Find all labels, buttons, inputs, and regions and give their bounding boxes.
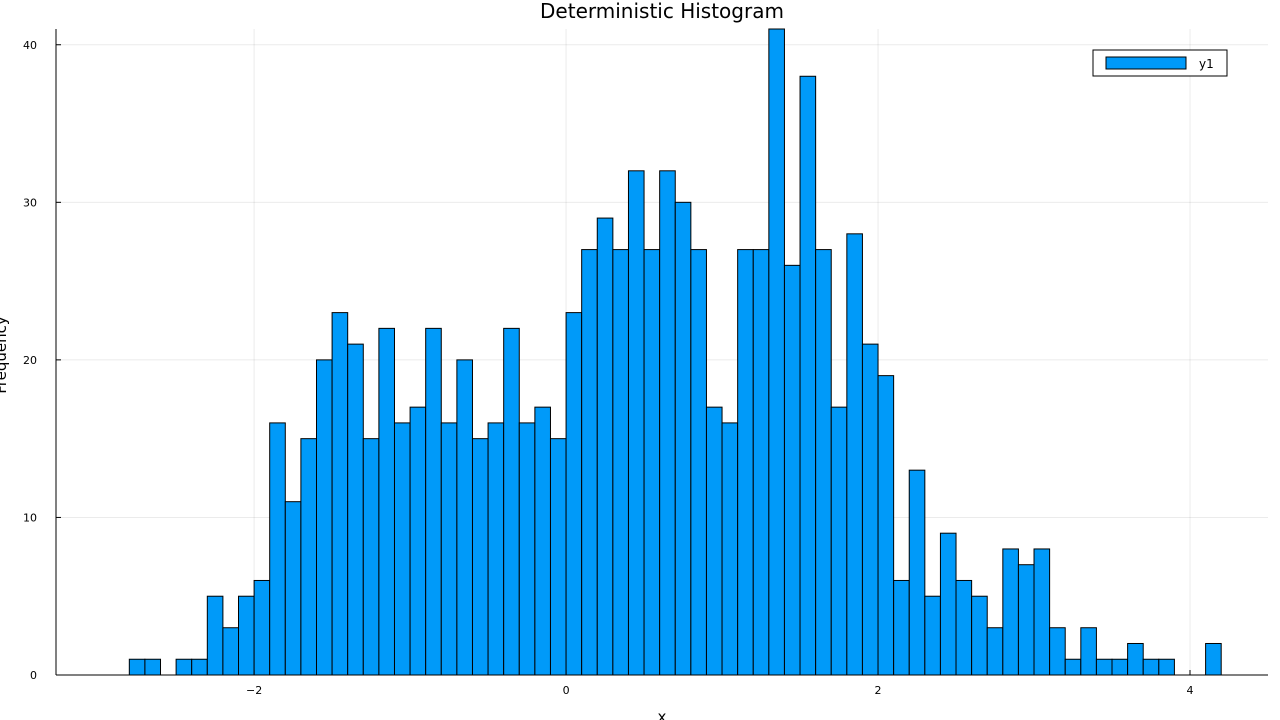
legend-swatch [1105, 56, 1187, 70]
histogram-bar [846, 233, 863, 676]
histogram-bar [300, 438, 317, 676]
histogram-bar [939, 532, 957, 676]
histogram-bar [1111, 658, 1129, 676]
histogram-bar [238, 595, 255, 676]
histogram-bar [783, 264, 801, 676]
histogram-bar [737, 249, 754, 676]
histogram-bar [549, 438, 567, 676]
chart-title: Deterministic Histogram [540, 0, 784, 23]
histogram-bar [1002, 548, 1019, 676]
histogram-bar [331, 312, 349, 676]
histogram-bar [674, 201, 692, 676]
histogram-bar [315, 359, 333, 676]
x-tick-label: −2 [246, 684, 262, 697]
histogram-bar [1127, 642, 1144, 676]
y-tick-label: 0 [30, 669, 37, 682]
histogram-bar [378, 327, 395, 676]
y-tick-label: 20 [23, 354, 37, 367]
histogram-bar [518, 422, 536, 676]
histogram-bar [144, 658, 162, 676]
histogram-bar [191, 658, 208, 676]
histogram-bar [768, 28, 785, 676]
histogram-bar [440, 422, 458, 676]
bars-layer [128, 28, 1222, 676]
x-tick-label: 4 [1187, 684, 1194, 697]
histogram-bar [362, 438, 380, 676]
histogram-bar [986, 627, 1004, 676]
histogram-bar [643, 249, 661, 676]
histogram-bar [815, 249, 832, 676]
histogram-bar [581, 249, 598, 676]
histogram-bar [893, 579, 910, 676]
y-tick-label: 10 [23, 511, 37, 524]
x-tick-label: 2 [875, 684, 882, 697]
histogram-bar [565, 312, 583, 676]
histogram-bar [1080, 627, 1097, 676]
histogram-bar [596, 217, 614, 676]
histogram-bar [269, 422, 286, 676]
x-axis-label: x [658, 708, 667, 720]
histogram-bar [1205, 642, 1222, 676]
histogram-bar [830, 406, 848, 676]
histogram-bar [1158, 658, 1175, 676]
histogram-bar [690, 249, 707, 676]
histogram-bar [253, 579, 271, 676]
histogram-bar [1033, 548, 1051, 676]
histogram-bar [612, 249, 629, 676]
histogram-bar [1017, 564, 1035, 676]
histogram-bar [409, 406, 427, 676]
histogram-bar [877, 375, 895, 676]
histogram-bar [971, 595, 988, 676]
histogram-bar [861, 343, 879, 676]
y-tick-label: 30 [23, 196, 37, 209]
histogram-bar [752, 249, 770, 676]
histogram-bar [1095, 658, 1113, 676]
x-tick-label: 0 [563, 684, 570, 697]
histogram-bar [471, 438, 489, 676]
histogram-bar [534, 406, 551, 676]
y-axis-label: Frequency [0, 316, 10, 394]
legend: y1 [1092, 49, 1228, 77]
histogram-bar [284, 501, 302, 676]
histogram-bar [705, 406, 723, 676]
histogram-bar [1064, 658, 1082, 676]
histogram-bar [955, 579, 973, 676]
histogram-bar [799, 75, 817, 676]
histogram-bar [456, 359, 473, 676]
histogram-bar [1049, 627, 1066, 676]
histogram-bar [924, 595, 941, 676]
histogram-bar [721, 422, 739, 676]
y-tick-label: 40 [23, 39, 37, 52]
axes-layer [55, 29, 1268, 676]
histogram-bar [347, 343, 364, 676]
histogram-bar [206, 595, 224, 676]
histogram-bar [175, 658, 193, 676]
histogram-bar [1142, 658, 1160, 676]
histogram-bar [487, 422, 505, 676]
histogram-bar [627, 170, 645, 676]
histogram-bar [503, 327, 520, 676]
histogram-bar [128, 658, 146, 676]
histogram-bar [908, 469, 926, 676]
histogram-bar [425, 327, 442, 676]
histogram-bar [393, 422, 411, 676]
histogram-bar [659, 170, 676, 676]
legend-label-y1: y1 [1199, 57, 1214, 71]
histogram-bar [222, 627, 240, 676]
